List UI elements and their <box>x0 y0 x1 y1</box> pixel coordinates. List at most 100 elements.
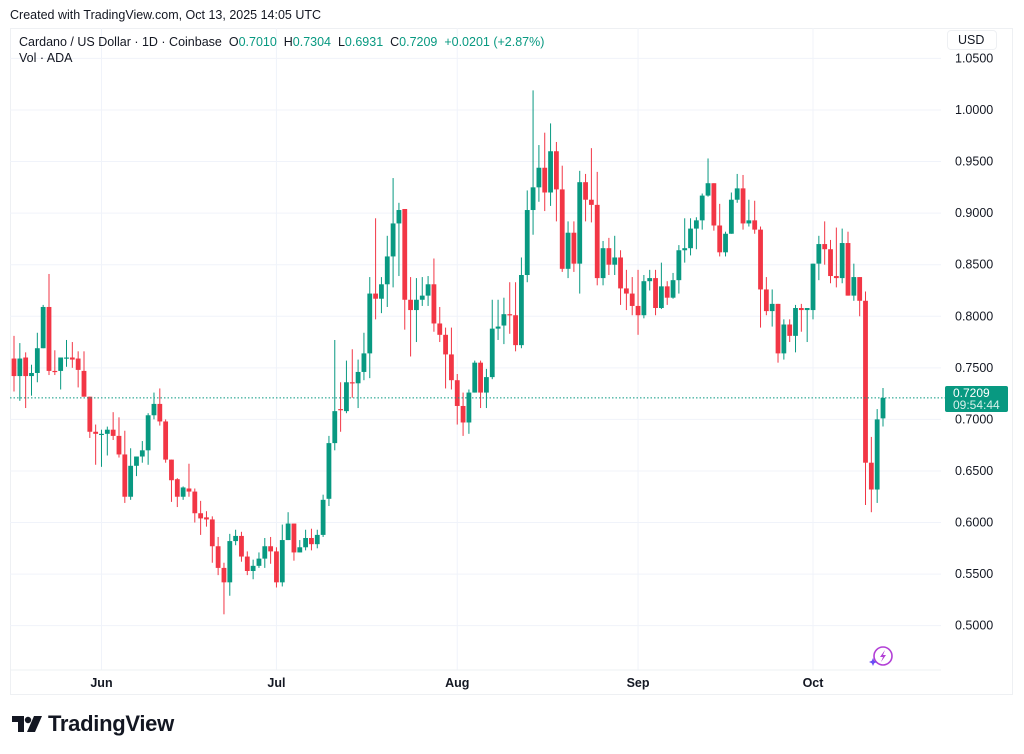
candle-body <box>851 277 857 296</box>
tradingview-logo-icon <box>12 716 42 732</box>
candle-up <box>367 277 373 379</box>
candle-body <box>169 459 174 481</box>
candle-body <box>262 546 268 559</box>
candle-body <box>192 491 198 514</box>
candle-down <box>664 281 670 305</box>
candle-up <box>425 276 431 306</box>
candle-body <box>519 275 524 346</box>
high-value: 0.7304 <box>292 35 332 49</box>
candle-body <box>828 249 833 277</box>
candle-up <box>699 193 705 230</box>
candle-body <box>449 354 454 381</box>
candle-up <box>128 448 134 500</box>
candle-body <box>64 357 69 359</box>
chart-frame <box>10 28 1013 695</box>
candle-down <box>221 562 227 615</box>
candle-body <box>437 323 443 335</box>
candle-down <box>553 141 559 222</box>
candle-body <box>419 295 425 300</box>
candle-down <box>868 436 874 513</box>
candle-body <box>647 278 653 282</box>
candle-up <box>419 277 425 306</box>
candle-body <box>466 392 472 423</box>
candle-up <box>658 262 664 310</box>
candle-body <box>740 188 746 224</box>
candle-body <box>804 308 810 311</box>
candle-down <box>443 327 448 389</box>
candle-body <box>180 487 186 497</box>
candle-down <box>198 500 204 535</box>
candle-up <box>29 364 34 396</box>
candle-down <box>46 273 52 376</box>
candle-down <box>309 528 314 551</box>
candlestick-chart[interactable]: 0.5000 0.5500 0.6000 0.6500 0.7000 0.7500 0.80… <box>10 28 1013 695</box>
candle-down <box>186 463 192 497</box>
candle-down <box>192 488 198 523</box>
lightning-icon[interactable] <box>868 644 896 675</box>
candle-down <box>606 237 612 276</box>
candle-body <box>542 167 548 193</box>
candle-body <box>384 256 390 285</box>
candle-up <box>279 524 285 587</box>
candle-body <box>600 248 606 279</box>
candle-down <box>513 282 518 352</box>
price-axis: 0.5000 0.5500 0.6000 0.6500 0.7000 0.7500 0.80… <box>955 51 993 632</box>
candle-body <box>116 435 122 455</box>
candle-body <box>274 551 279 583</box>
candle-body <box>326 443 332 499</box>
symbol-title[interactable]: Cardano / US Dollar · 1D · Coinbase <box>19 35 222 49</box>
symbol-legend: Cardano / US Dollar · 1D · Coinbase O0.7… <box>19 34 544 66</box>
candle-up <box>285 512 291 541</box>
candle-body <box>693 220 699 229</box>
gridlines <box>10 28 941 671</box>
candle-up <box>530 90 536 235</box>
candle-body <box>472 362 478 393</box>
candle-down <box>635 269 641 335</box>
candle-body <box>34 348 40 373</box>
candle-body <box>530 187 536 211</box>
candle-up <box>682 218 688 263</box>
candle-up <box>612 235 618 276</box>
candle-down <box>542 132 548 212</box>
candle-body <box>174 479 180 497</box>
candle-body <box>501 314 507 326</box>
candle-body <box>489 328 495 378</box>
candle-down <box>460 392 466 436</box>
candle-body <box>431 284 437 324</box>
candle-up <box>536 145 542 202</box>
candle-body <box>763 289 769 312</box>
candle-body <box>139 450 145 457</box>
candle-down <box>740 174 746 230</box>
candle-body <box>186 488 192 492</box>
currency-button[interactable]: USD <box>947 30 997 50</box>
candle-down <box>23 352 29 409</box>
candle-down <box>752 200 758 234</box>
candle-up <box>723 231 728 257</box>
candle-up <box>472 360 478 393</box>
candle-body <box>244 556 250 571</box>
candle-body <box>868 462 874 490</box>
candle-body <box>822 244 828 250</box>
candle-down <box>11 335 17 392</box>
candle-down <box>629 277 635 316</box>
candle-down <box>763 277 769 316</box>
candle-up <box>379 277 384 314</box>
candle-body <box>495 326 501 329</box>
candle-up <box>501 297 507 345</box>
candle-down <box>349 349 355 398</box>
candle-up <box>851 263 857 301</box>
price-tick-label: 0.7500 <box>955 361 993 375</box>
candle-down <box>594 171 600 286</box>
candle-body <box>151 403 157 416</box>
time-tick-label: Oct <box>803 676 825 690</box>
candle-down <box>116 417 122 458</box>
tradingview-logo[interactable]: TradingView <box>12 711 174 737</box>
candle-body <box>734 188 740 200</box>
candle-body <box>588 199 594 205</box>
price-tick-label: 0.9000 <box>955 206 993 220</box>
candle-down <box>711 183 717 231</box>
candle-body <box>297 547 303 553</box>
candle-body <box>798 308 804 311</box>
candle-down <box>507 282 513 334</box>
volume-legend[interactable]: Vol · ADA <box>19 51 73 65</box>
